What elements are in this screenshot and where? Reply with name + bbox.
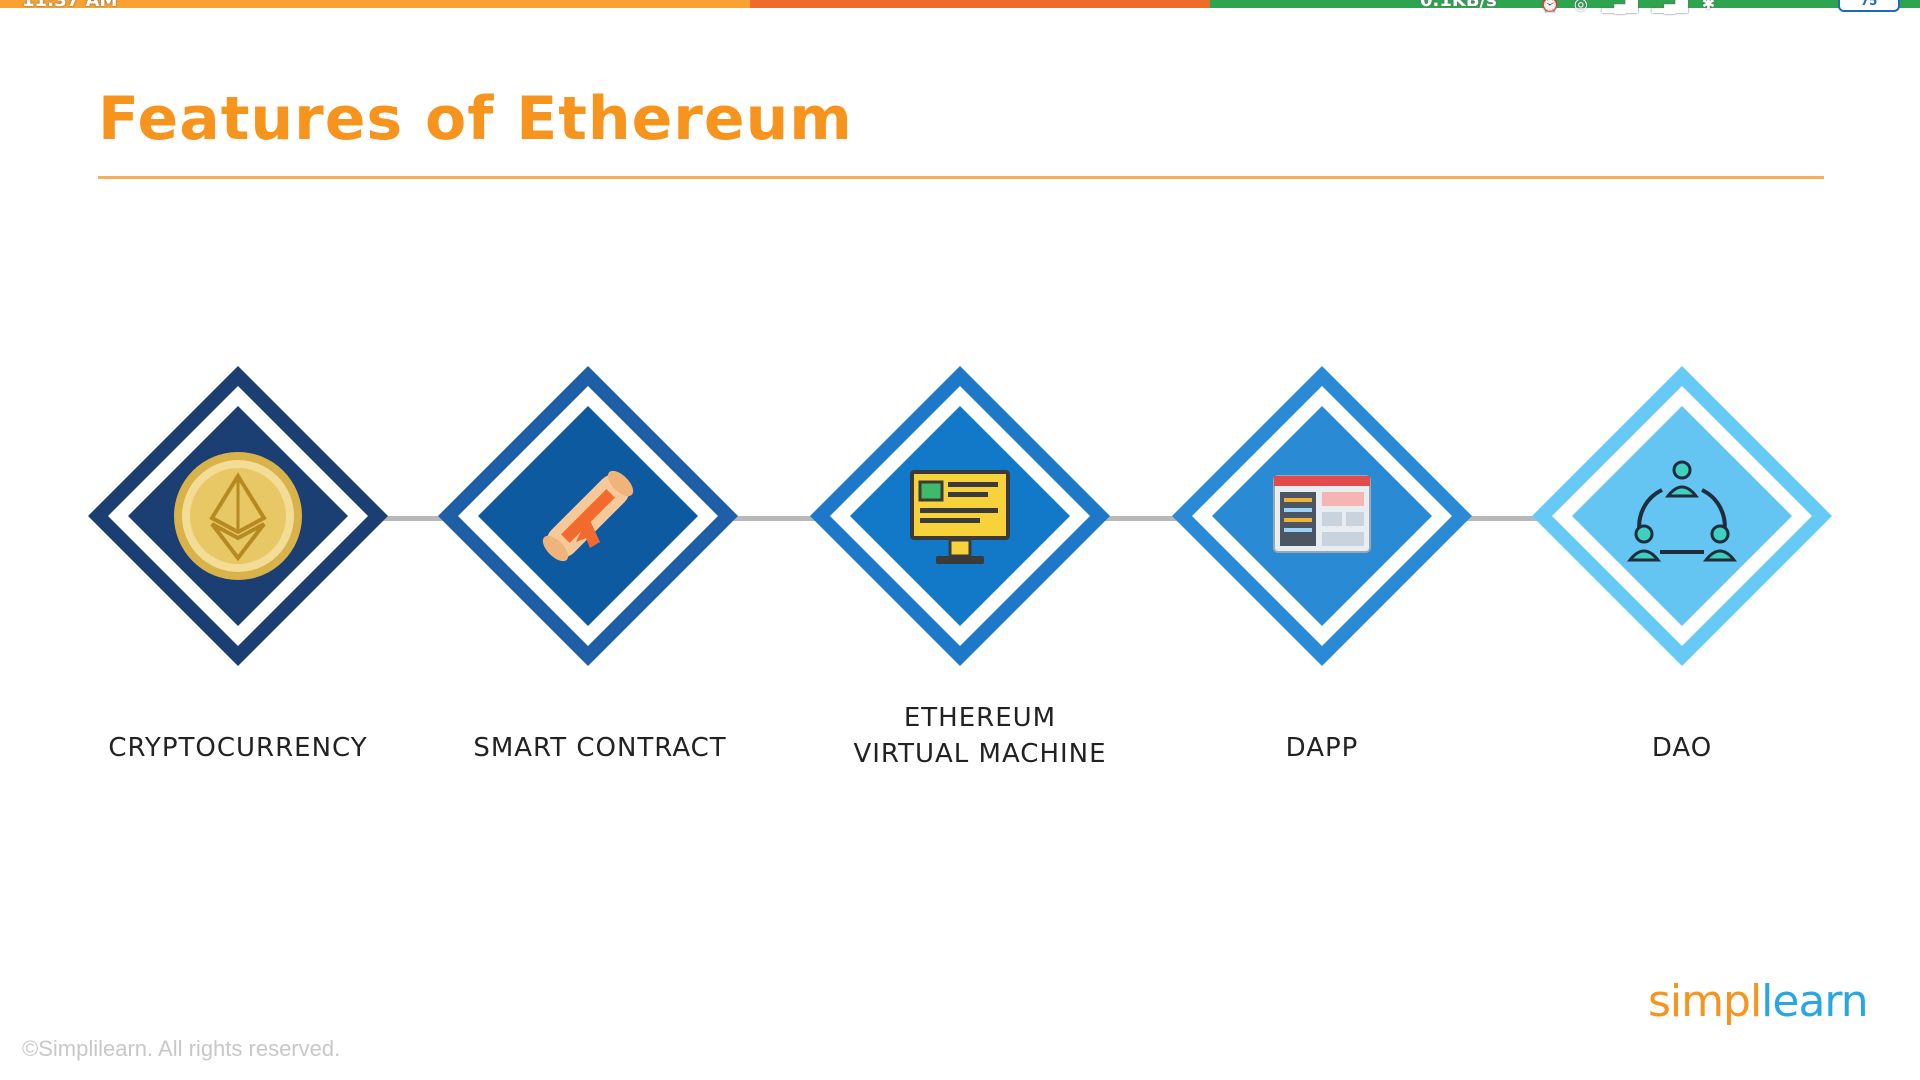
status-bar-strip (0, 0, 1920, 8)
feature-label-dao: DAO (1651, 733, 1713, 763)
battery-indicator: 75 (1838, 0, 1900, 12)
status-network-speed: 0.1KB/s (1420, 0, 1497, 11)
web-dashboard-icon (1262, 456, 1382, 576)
feature-label-evm-line1: ETHEREUM (903, 703, 1057, 733)
status-time: 11:37 AM (22, 0, 118, 11)
bluetooth-icon: ✱ (1701, 0, 1716, 13)
feature-cryptocurrency (88, 366, 388, 666)
feature-label-smart-contract: SMART CONTRACT (473, 733, 727, 763)
feature-dao (1532, 366, 1832, 666)
alarm-icon: ⏰ (1540, 0, 1560, 13)
signal-icon: ▂▄▆ (1601, 0, 1638, 13)
ethereum-coin-icon (168, 446, 308, 586)
feature-label-evm-line2: VIRTUAL MACHINE (853, 739, 1107, 769)
status-icons: ⏰ ◎ ▂▄▆ ▂▄▆ ✱ (1540, 0, 1715, 14)
title-divider (98, 176, 1824, 179)
feature-smart-contract (438, 366, 738, 666)
sync-icon: ◎ (1573, 0, 1588, 13)
feature-label-evm: ETHEREUM VIRTUAL MACHINE (820, 700, 1140, 772)
feature-label-cryptocurrency: CRYPTOCURRENCY (108, 733, 368, 763)
logo-part-learn: learn (1761, 976, 1868, 1027)
computer-monitor-icon (900, 456, 1020, 576)
signal-icon-2: ▂▄▆ (1651, 0, 1688, 13)
logo-part-simpl: simpl (1648, 976, 1762, 1027)
feature-label-dapp: DAPP (1285, 733, 1359, 763)
slide-title: Features of Ethereum (98, 84, 853, 154)
diamond-frame (1532, 366, 1832, 666)
network-people-icon (1622, 456, 1742, 576)
feature-ethereum-virtual-machine (810, 366, 1110, 666)
feature-dapp (1172, 366, 1472, 666)
scroll-contract-icon (528, 456, 648, 576)
copyright-text: ©Simplilearn. All rights reserved. (22, 1036, 341, 1061)
simplilearn-logo: simpllearn (1648, 976, 1869, 1027)
